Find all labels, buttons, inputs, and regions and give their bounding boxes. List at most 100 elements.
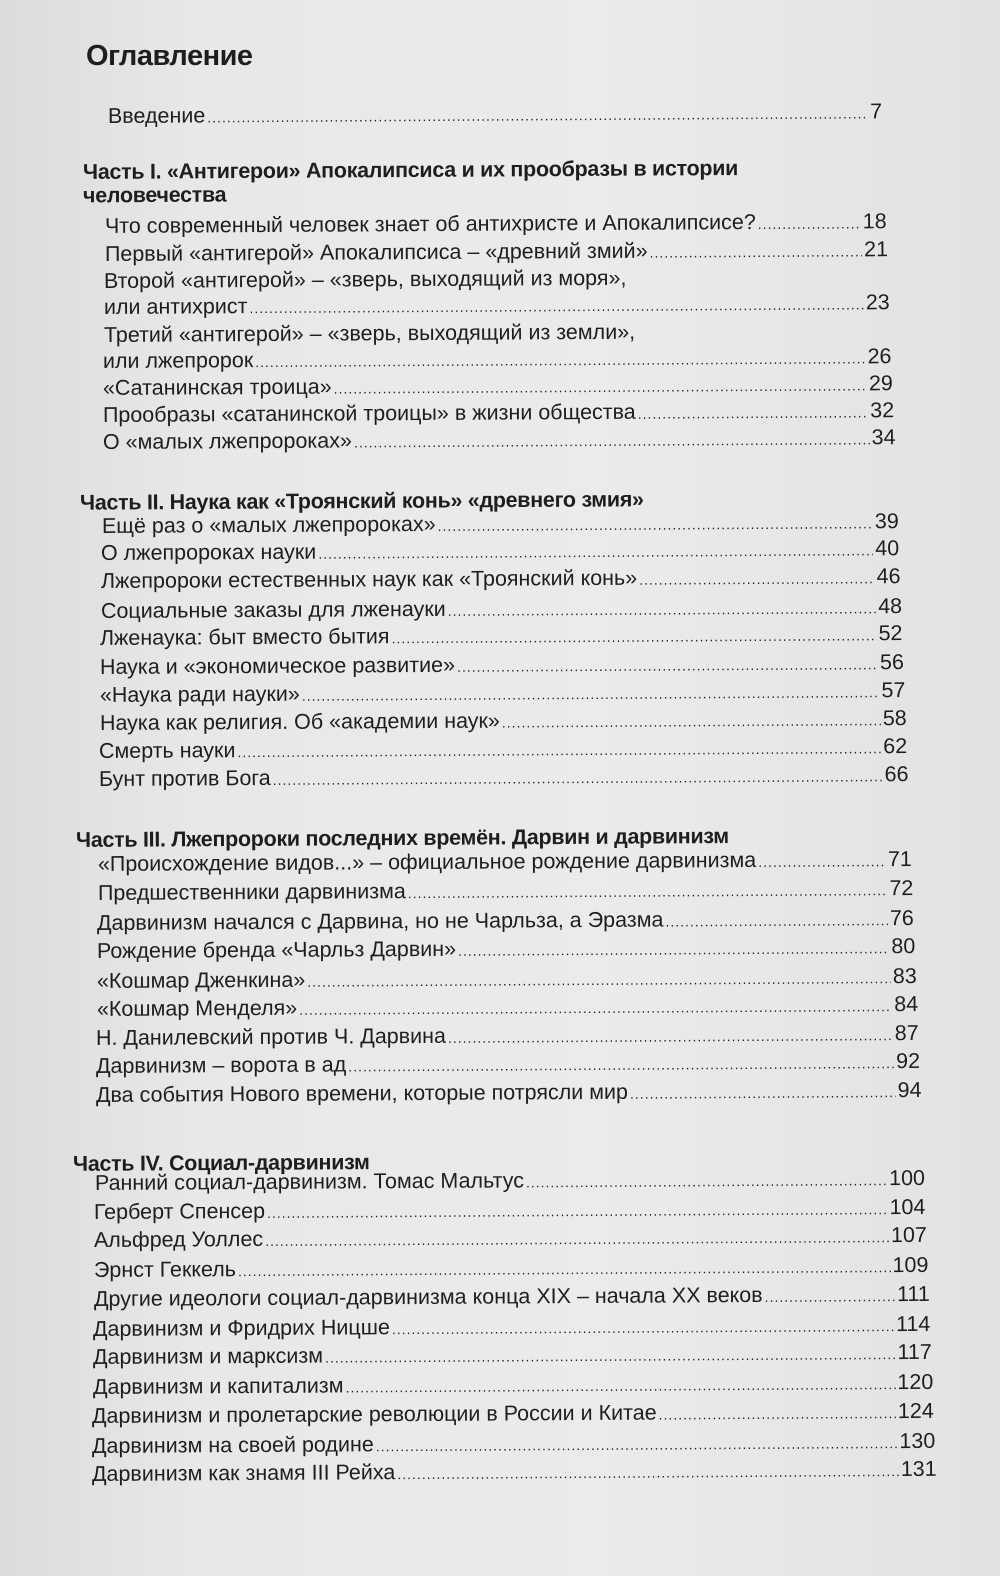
dot-leader: ........................................…	[458, 940, 890, 959]
page-number: 34	[871, 425, 896, 450]
page-number: 92	[896, 1048, 921, 1074]
page-number: 62	[883, 734, 908, 759]
dot-leader: ........................................…	[333, 377, 868, 397]
entry-title: или антихрист	[103, 294, 248, 320]
entry-title: О «малых лжепророках»	[102, 428, 352, 455]
dot-leader: ........................................…	[637, 404, 869, 422]
toc-entry[interactable]: Дарвинизм – ворота в ад.................…	[96, 1049, 920, 1082]
entry-title: Бунт против Бога	[98, 765, 271, 792]
dot-leader: ........................................…	[391, 627, 878, 647]
toc-entry[interactable]: Дарвинизм как знамя III Рейха...........…	[92, 1457, 937, 1490]
toc-entry[interactable]: Рождение бренда «Чарльз Дарвин».........…	[97, 934, 916, 967]
toc-entry[interactable]: Лжепророки естественных наук как «Троянс…	[101, 564, 901, 597]
page-number: 114	[896, 1311, 931, 1337]
dot-leader: ........................................…	[318, 542, 874, 562]
entry-title: Первый «антигерой» Апокалипсиса – «древн…	[104, 238, 648, 267]
page-number: 46	[876, 564, 901, 589]
page-number: 29	[868, 371, 893, 396]
entry-title: Прообразы «сатанинской троицы» в жизни о…	[102, 399, 636, 428]
toc-entry[interactable]: «Кошмар Менделя»........................…	[96, 992, 917, 1025]
dot-leader: ........................................…	[407, 882, 888, 902]
toc-entry[interactable]: Ранний социал-дарвинизм. Томас Мальтус..…	[95, 1166, 925, 1199]
entry-title: Дарвинизм и Фридрих Ницше	[93, 1315, 391, 1342]
dot-leader: ........................................…	[448, 1027, 894, 1046]
page-title: Оглавление	[86, 40, 253, 72]
page-number: 26	[867, 344, 892, 369]
dot-leader: ........................................…	[265, 1229, 890, 1249]
dot-leader: ........................................…	[348, 1055, 895, 1075]
toc-entry[interactable]: «Происхождение видов...» – официальное р…	[98, 847, 912, 880]
toc-entry[interactable]: О «малых лжепророках»...................…	[102, 425, 895, 458]
toc-entry[interactable]: Дарвинизм и марксизм....................…	[93, 1340, 932, 1373]
page-number: 66	[884, 762, 909, 787]
dot-leader: ........................................…	[501, 712, 881, 731]
entry-title: «Происхождение видов...» – официальное р…	[97, 847, 757, 877]
toc-entry[interactable]: Дарвинизм и пролетарские революции в Рос…	[92, 1399, 934, 1432]
page-number: 107	[891, 1222, 928, 1248]
dot-leader: ........................................…	[267, 1201, 889, 1221]
entry-title: Дарвинизм на своей родине	[91, 1432, 374, 1459]
page-number: 131	[900, 1456, 937, 1482]
toc-entry[interactable]: Другие идеологи социал-дарвинизма конца …	[93, 1282, 929, 1315]
dot-leader: ........................................…	[301, 684, 880, 704]
toc-entry[interactable]: Два события Нового времени, которые потр…	[96, 1078, 922, 1111]
dot-leader: ........................................…	[237, 1259, 891, 1280]
page-number: 32	[870, 398, 895, 423]
entry-title: Дарвинизм – ворота в ад	[95, 1052, 347, 1079]
page-number: 84	[893, 991, 918, 1017]
page-number: 130	[899, 1428, 936, 1454]
toc-entry[interactable]: Введение................................…	[108, 99, 882, 132]
page-number: 48	[877, 594, 902, 619]
page-number: 80	[891, 934, 916, 959]
page-number: 23	[865, 290, 890, 315]
entry-title: Дарвинизм как знамя III Рейха	[91, 1460, 396, 1487]
dot-leader: ........................................…	[207, 105, 869, 126]
entry-title: Ещё раз о «малых лжепророках»	[101, 511, 436, 539]
page-number: 21	[863, 237, 888, 262]
dot-leader: ........................................…	[237, 740, 882, 761]
entry-title: Дарвинизм и пролетарские революции в Рос…	[92, 1400, 657, 1429]
entry-title: «Сатанинская троица»	[102, 374, 332, 401]
page-number: 76	[890, 906, 915, 931]
toc-entry[interactable]: Лженаука: быт вместо бытия..............…	[100, 621, 903, 654]
entry-title: Лженаука: быт вместо бытия	[100, 624, 391, 651]
dot-leader: ........................................…	[665, 912, 889, 930]
entry-title: Ранний социал-дарвинизм. Томас Мальтус	[94, 1168, 524, 1196]
dot-leader: ........................................…	[639, 570, 875, 588]
page-number: 57	[881, 678, 906, 703]
dot-leader: ........................................…	[447, 600, 876, 619]
dot-leader: ........................................…	[757, 215, 861, 233]
page-number: 71	[887, 847, 913, 872]
dot-leader: ........................................…	[649, 243, 862, 261]
entry-title: Третий «антигерой» – «зверь, выходящий и…	[103, 319, 635, 348]
dot-leader: ........................................…	[298, 998, 892, 1018]
entry-title: Два события Нового времени, которые потр…	[95, 1079, 628, 1108]
page-number: 100	[888, 1165, 925, 1191]
dot-leader: ........................................…	[396, 1463, 899, 1483]
page-number: 124	[898, 1398, 935, 1424]
entry-title: Социальные заказы для лженауки	[100, 596, 446, 624]
toc-entry[interactable]: Альфред Уоллес..........................…	[94, 1223, 927, 1256]
dot-leader: ........................................…	[324, 1346, 896, 1366]
toc-entry[interactable]: Эрнст Геккель ..........................…	[94, 1253, 929, 1286]
entry-title: Введение	[107, 103, 206, 129]
dot-leader: ........................................…	[249, 296, 864, 317]
dot-leader: ........................................…	[525, 1172, 887, 1191]
entry-title: или лжепророк	[103, 348, 254, 374]
toc-entry[interactable]: Предшественники дарвинизма..............…	[98, 876, 914, 909]
page-number: 111	[896, 1281, 930, 1307]
entry-title: Н. Данилевский против Ч. Дарвина	[96, 1023, 447, 1051]
entry-title: Дарвинизм и марксизм	[92, 1343, 324, 1370]
dot-leader: ........................................…	[658, 1405, 897, 1423]
page-number: 72	[889, 876, 914, 901]
dot-leader: ........................................…	[345, 1376, 896, 1396]
page-number: 109	[892, 1252, 929, 1278]
entry-title: Наука как религия. Об «академии наук»	[99, 708, 500, 736]
entry-title: Лжепророки естественных наук как «Троянс…	[100, 565, 638, 594]
toc-entry[interactable]: Бунт против Бога........................…	[99, 762, 909, 795]
toc-entry[interactable]: Дарвинизм и капитализм .................…	[92, 1370, 933, 1403]
dot-leader: ........................................…	[353, 431, 870, 451]
entry-title: «Кошмар Дженкина»	[96, 967, 306, 994]
dot-leader: ........................................…	[764, 1288, 895, 1305]
page-number: 56	[880, 650, 905, 675]
